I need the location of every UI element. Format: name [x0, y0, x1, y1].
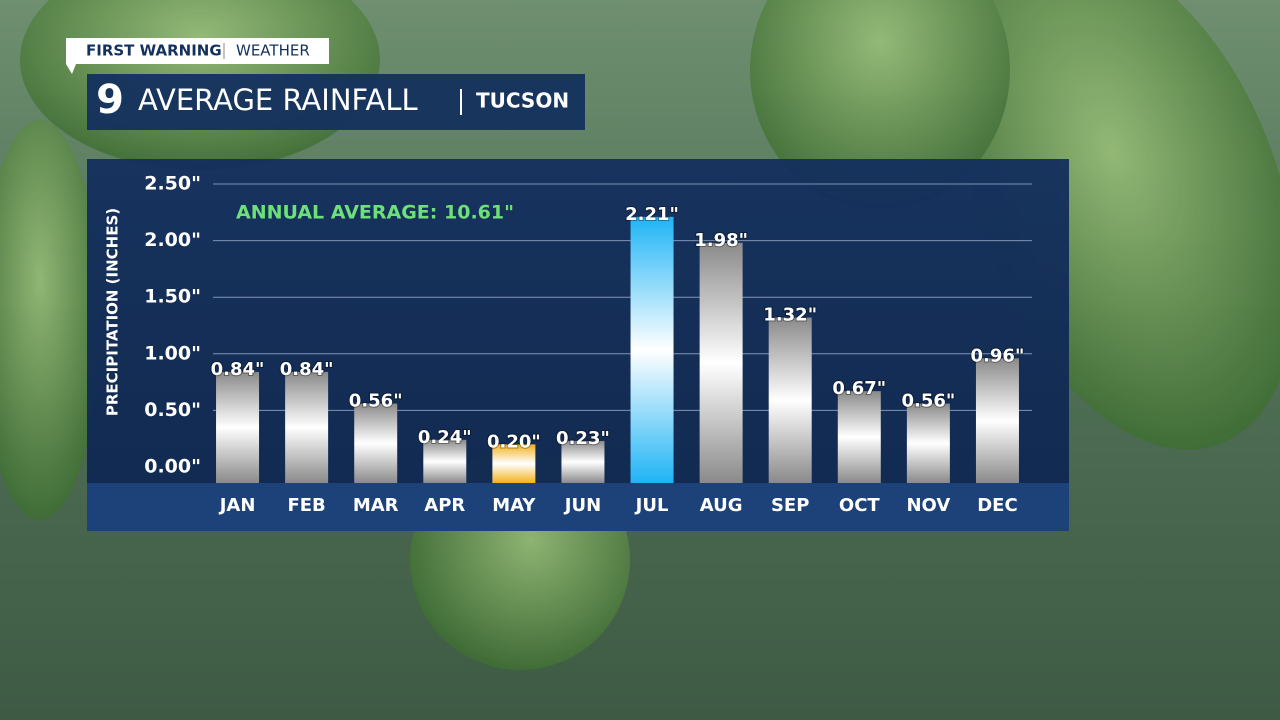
- y-tick-label: 0.50": [144, 399, 201, 421]
- x-tick-label: JAN: [218, 495, 256, 516]
- bar: [561, 440, 605, 483]
- value-label: 0.56": [349, 391, 403, 412]
- x-tick-label: MAR: [353, 495, 399, 516]
- y-tick-label: 1.00": [144, 342, 201, 364]
- x-tick-label: MAY: [492, 495, 536, 516]
- value-label: 0.96": [971, 345, 1025, 366]
- x-tick-label: JUL: [634, 495, 669, 516]
- tag-box: [66, 38, 329, 64]
- bar: [492, 444, 536, 483]
- value-label: 0.67": [832, 378, 886, 399]
- plot: 0.00" 0.50" 1.00" 1.50" 2.00" 2.50" 0.84" JAN 0.…: [144, 173, 1032, 516]
- x-axis-band: [87, 483, 1069, 531]
- bar: [630, 216, 674, 483]
- bar: [837, 391, 881, 483]
- channel-logo: 9: [96, 77, 124, 123]
- y-tick-label: 0.00": [144, 456, 201, 478]
- x-tick-label: APR: [424, 495, 465, 516]
- y-axis-label: PRECIPITATION (INCHES): [104, 208, 122, 416]
- annotation: ANNUAL AVERAGE: 10.61": [236, 202, 514, 224]
- value-label: 0.24": [418, 427, 472, 448]
- value-label: 1.32": [763, 305, 817, 326]
- bar: [216, 371, 260, 483]
- bar: [354, 403, 398, 483]
- x-tick-label: NOV: [906, 495, 950, 516]
- bar: [699, 242, 743, 483]
- value-label: 0.84": [280, 359, 334, 380]
- value-label: 0.20": [487, 431, 541, 452]
- value-label: 0.56": [901, 391, 955, 412]
- bar: [285, 371, 329, 483]
- subtitle: TUCSON: [476, 89, 569, 113]
- title-bar: [87, 74, 585, 130]
- value-label: 1.98": [694, 230, 748, 251]
- x-tick-label: OCT: [839, 495, 881, 516]
- x-tick-label: JUN: [563, 495, 601, 516]
- tag-section: WEATHER: [236, 42, 310, 60]
- bar: [423, 439, 467, 483]
- value-label: 2.21": [625, 204, 679, 225]
- y-tick-label: 2.00": [144, 229, 201, 251]
- bar: [975, 358, 1019, 483]
- x-tick-label: FEB: [287, 495, 325, 516]
- tag-brand: FIRST WARNING: [86, 42, 222, 60]
- value-label: 0.84": [211, 359, 265, 380]
- title: AVERAGE RAINFALL: [138, 83, 418, 117]
- x-tick-label: SEP: [771, 495, 809, 516]
- value-label: 0.23": [556, 428, 610, 449]
- x-tick-label: AUG: [700, 495, 743, 516]
- bar: [906, 403, 950, 483]
- y-tick-label: 1.50": [144, 286, 201, 308]
- tag-pointer: [66, 64, 76, 74]
- bar: [768, 317, 812, 483]
- y-tick-label: 2.50": [144, 173, 201, 195]
- x-tick-label: DEC: [977, 495, 1017, 516]
